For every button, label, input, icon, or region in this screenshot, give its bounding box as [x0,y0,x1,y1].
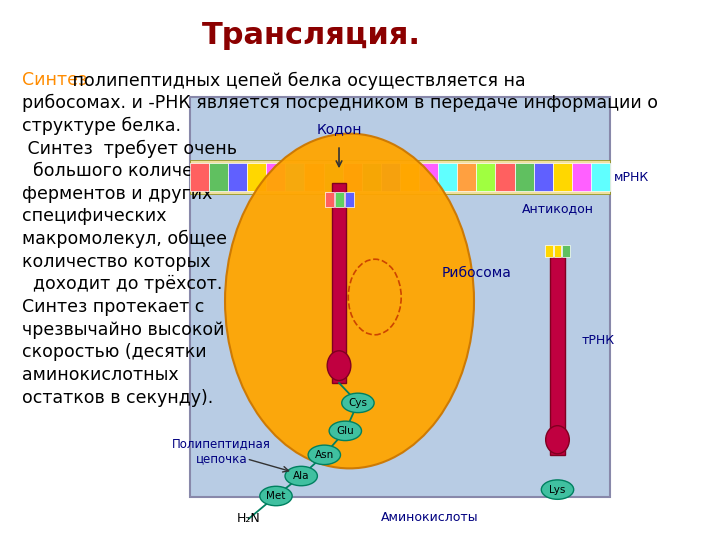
Text: Аминокислоты: Аминокислоты [381,511,478,524]
Text: макромолекул, общее: макромолекул, общее [22,230,227,248]
Bar [591,163,610,191]
Text: Asn: Asn [315,450,334,460]
Ellipse shape [329,421,361,441]
Bar [247,163,266,191]
Bar [190,97,610,497]
Text: аминокислотных: аминокислотных [22,366,179,384]
Bar [345,192,354,207]
Bar [553,163,572,191]
Bar [545,245,552,257]
Bar [190,160,610,194]
Text: ферментов и других: ферментов и других [22,185,212,202]
Bar [495,163,515,191]
Bar [190,163,209,191]
Bar [534,163,553,191]
Bar [515,163,534,191]
Ellipse shape [285,467,318,486]
Bar [228,163,247,191]
Ellipse shape [260,487,292,506]
Bar [419,163,438,191]
Text: Синтез протекает с: Синтез протекает с [22,298,204,316]
Text: Кодон: Кодон [316,122,361,136]
Text: Glu: Glu [336,426,354,436]
Bar [554,245,561,257]
Bar [361,163,381,191]
Text: доходит до трёхсот.: доходит до трёхсот. [22,275,222,293]
Ellipse shape [342,393,374,413]
Text: H₂N: H₂N [237,512,261,525]
FancyBboxPatch shape [0,0,629,540]
Text: Met: Met [266,491,286,501]
Bar [343,163,361,191]
Text: скоростью (десятки: скоростью (десятки [22,343,207,361]
Bar [549,257,565,455]
Ellipse shape [541,480,574,500]
Ellipse shape [546,426,570,454]
Bar [572,163,591,191]
Text: Антикодон: Антикодон [521,202,593,215]
Text: мРНК: мРНК [614,171,649,184]
Bar [266,163,285,191]
Text: полипептидных цепей белка осуществляется на: полипептидных цепей белка осуществляется… [67,71,526,90]
Bar [400,163,419,191]
Text: Трансляция.: Трансляция. [202,21,420,50]
Text: Lys: Lys [549,484,566,495]
Bar [305,163,323,191]
Text: остатков в секунду).: остатков в секунду). [22,389,213,407]
Bar [332,183,346,383]
Bar [325,192,334,207]
Text: Синтез: Синтез [22,71,87,89]
Text: специфических: специфических [22,207,166,225]
Bar [209,163,228,191]
Ellipse shape [327,351,351,381]
Text: рибосомах. и -РНК является посредником в передаче информации о: рибосомах. и -РНК является посредником в… [22,94,658,112]
Text: большого количества: большого количества [22,162,233,180]
Text: Ala: Ala [293,471,310,481]
Bar [477,163,495,191]
Bar [381,163,400,191]
Text: Рибосома: Рибосома [442,266,512,280]
Bar [336,192,344,207]
Text: чрезвычайно высокой: чрезвычайно высокой [22,321,225,339]
Bar [562,245,570,257]
Bar [285,163,305,191]
Bar [457,163,477,191]
Text: количество которых: количество которых [22,253,210,271]
Ellipse shape [308,445,341,464]
Text: тРНК: тРНК [581,334,614,347]
Text: структуре белка.: структуре белка. [22,117,181,135]
Text: Полипептидная
цепочка: Полипептидная цепочка [172,437,271,465]
Text: Cys: Cys [348,398,367,408]
Text: Синтез  требует очень: Синтез требует очень [22,139,237,158]
Ellipse shape [225,133,474,468]
Bar [438,163,457,191]
Bar [323,163,343,191]
